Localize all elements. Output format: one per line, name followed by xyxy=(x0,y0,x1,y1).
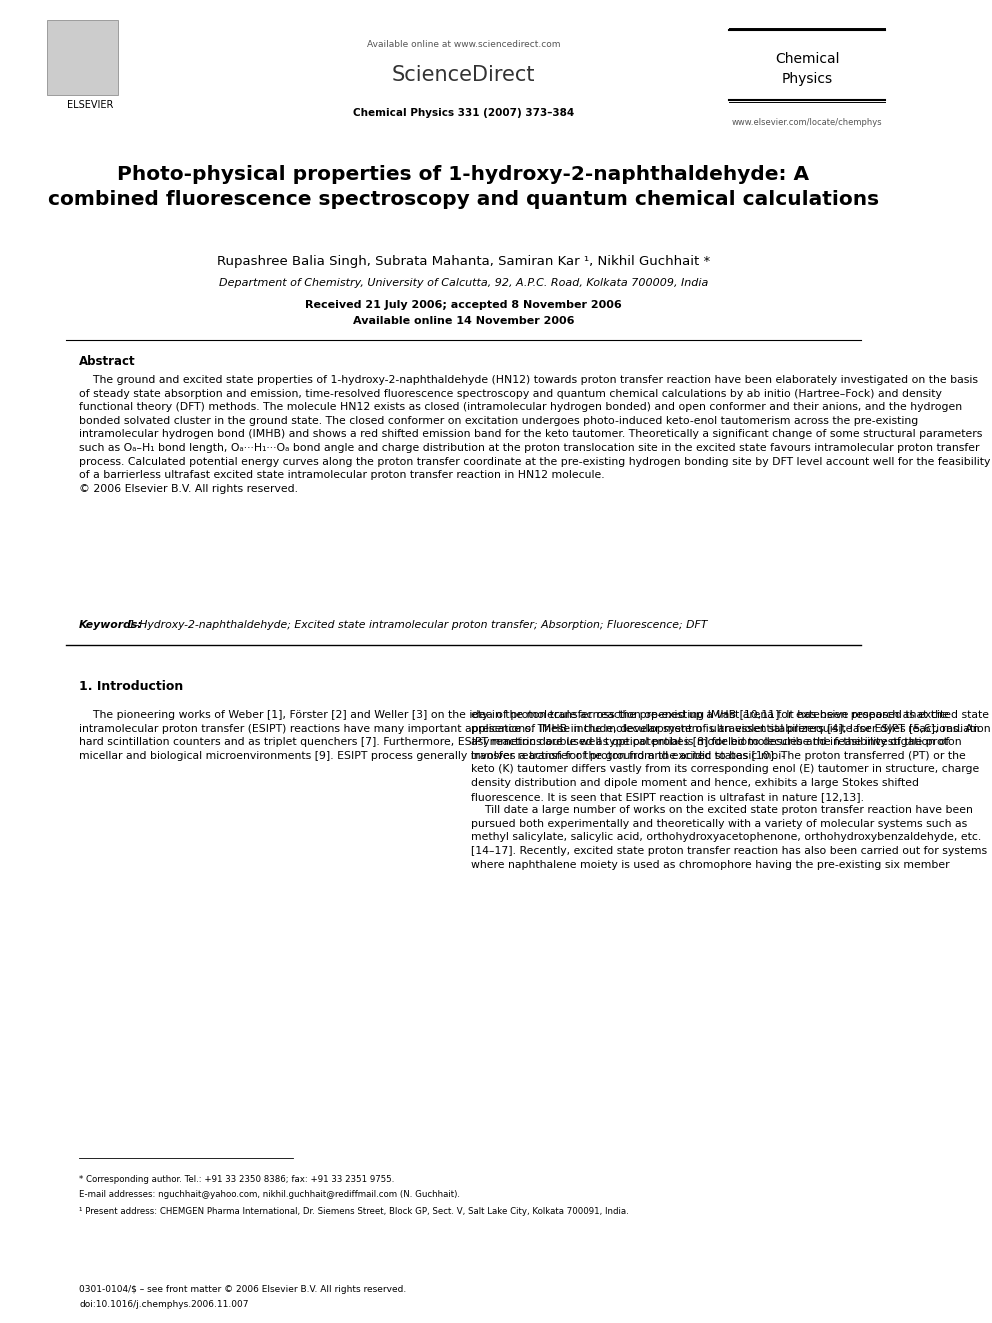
Text: The pioneering works of Weber [1], Förster [2] and Weller [3] on the idea of pro: The pioneering works of Weber [1], Först… xyxy=(79,710,991,761)
Text: ¹ Present address: CHEMGEN Pharma International, Dr. Siemens Street, Block GP, S: ¹ Present address: CHEMGEN Pharma Intern… xyxy=(79,1207,629,1216)
Text: Chemical Physics 331 (2007) 373–384: Chemical Physics 331 (2007) 373–384 xyxy=(353,108,574,118)
Text: * Corresponding author. Tel.: +91 33 2350 8386; fax: +91 33 2351 9755.: * Corresponding author. Tel.: +91 33 235… xyxy=(79,1175,395,1184)
Text: 0301-0104/$ – see front matter © 2006 Elsevier B.V. All rights reserved.: 0301-0104/$ – see front matter © 2006 El… xyxy=(79,1285,407,1294)
Text: ScienceDirect: ScienceDirect xyxy=(392,65,536,85)
Text: doi:10.1016/j.chemphys.2006.11.007: doi:10.1016/j.chemphys.2006.11.007 xyxy=(79,1301,249,1308)
Text: E-mail addresses: nguchhait@yahoo.com, nikhil.guchhait@rediffmail.com (N. Guchha: E-mail addresses: nguchhait@yahoo.com, n… xyxy=(79,1189,460,1199)
Text: 1-Hydroxy-2-naphthaldehyde; Excited state intramolecular proton transfer; Absorp: 1-Hydroxy-2-naphthaldehyde; Excited stat… xyxy=(125,620,707,630)
Text: Keywords:: Keywords: xyxy=(79,620,143,630)
Text: www.elsevier.com/locate/chemphys: www.elsevier.com/locate/chemphys xyxy=(732,118,882,127)
Text: Photo-physical properties of 1-hydroxy-2-naphthaldehyde: A
combined fluorescence: Photo-physical properties of 1-hydroxy-2… xyxy=(48,165,879,209)
Text: Chemical
Physics: Chemical Physics xyxy=(775,52,839,86)
Text: 1. Introduction: 1. Introduction xyxy=(79,680,184,693)
Text: The ground and excited state properties of 1-hydroxy-2-naphthaldehyde (HN12) tow: The ground and excited state properties … xyxy=(79,374,990,493)
Text: Rupashree Balia Singh, Subrata Mahanta, Samiran Kar ¹, Nikhil Guchhait *: Rupashree Balia Singh, Subrata Mahanta, … xyxy=(217,255,710,269)
FancyBboxPatch shape xyxy=(47,20,118,95)
Text: ety in the molecule across the pre-existing IMHB [10,11]. It has been proposed t: ety in the molecule across the pre-exist… xyxy=(471,710,987,869)
Text: Received 21 July 2006; accepted 8 November 2006: Received 21 July 2006; accepted 8 Novemb… xyxy=(306,300,622,310)
Text: ELSEVIER: ELSEVIER xyxy=(67,101,114,110)
Text: Available online at www.sciencedirect.com: Available online at www.sciencedirect.co… xyxy=(367,40,560,49)
Text: Abstract: Abstract xyxy=(79,355,136,368)
Text: Department of Chemistry, University of Calcutta, 92, A.P.C. Road, Kolkata 700009: Department of Chemistry, University of C… xyxy=(219,278,708,288)
Text: Available online 14 November 2006: Available online 14 November 2006 xyxy=(353,316,574,325)
